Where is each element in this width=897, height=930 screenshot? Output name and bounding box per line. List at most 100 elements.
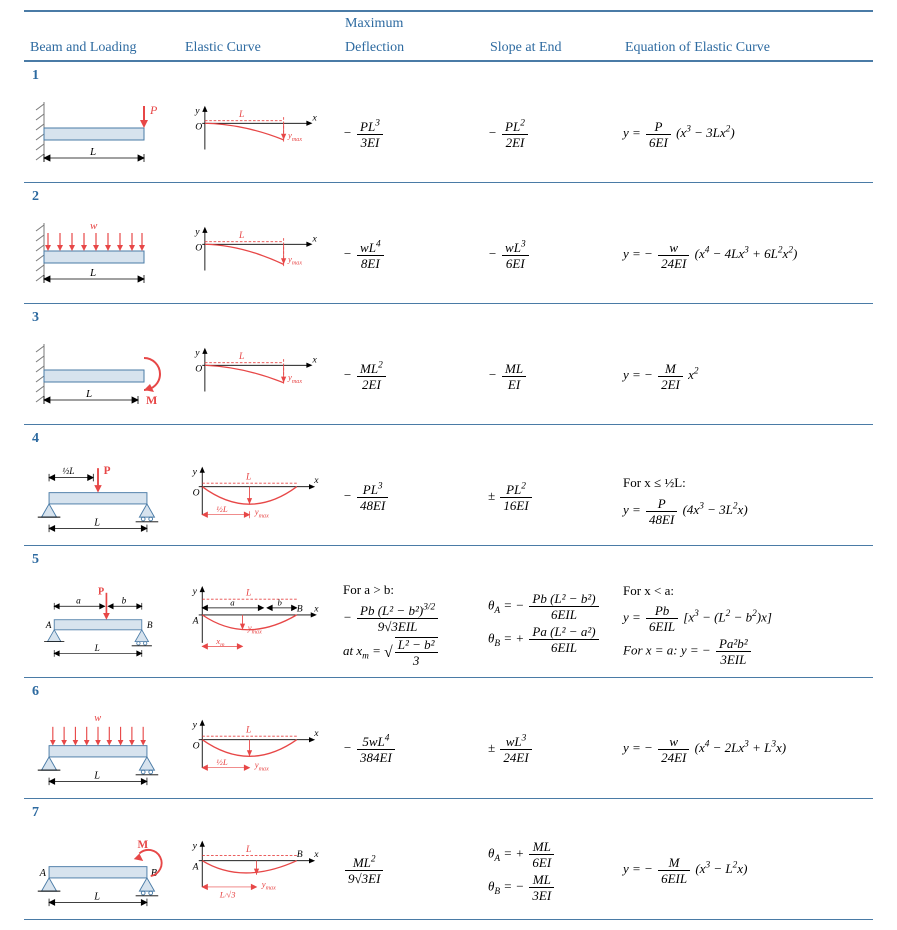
simply-supported-center-load: P ½L L	[28, 455, 168, 535]
svg-text:½L: ½L	[62, 466, 74, 477]
svg-text:O: O	[195, 121, 202, 132]
cell-equation: y = P6EI (x3 − 3Lx2)	[619, 86, 873, 183]
svg-text:y: y	[194, 348, 200, 359]
svg-text:L: L	[89, 146, 96, 158]
svg-text:O: O	[195, 242, 202, 253]
svg-text:O: O	[193, 487, 200, 498]
table-row: w L y O x L ymax − wL48EI −	[24, 207, 873, 304]
svg-text:y: y	[192, 466, 198, 477]
cell-beam-diagram: P ½L L	[24, 449, 179, 546]
header-beam: Beam and Loading	[24, 36, 179, 61]
cell-beam-diagram: M L	[24, 328, 179, 425]
cell-elastic-curve: y O x L ½L ymax	[179, 702, 339, 799]
svg-text:L: L	[89, 267, 96, 279]
row-number: 1	[24, 61, 873, 86]
row-number: 3	[24, 304, 873, 329]
svg-text:O: O	[193, 740, 200, 751]
beam-deflection-table: Maximum Beam and Loading Elastic Curve D…	[24, 10, 873, 920]
svg-text:y: y	[194, 106, 200, 117]
table-row: P ½L L y O x L ½L ymax	[24, 449, 873, 546]
svg-text:L: L	[93, 518, 100, 529]
svg-text:L: L	[245, 472, 251, 483]
simply-supported-offset-load: A B P a b L	[28, 581, 168, 661]
cell-max-deflection: − PL348EI	[339, 449, 484, 546]
cell-elastic-curve: y O x L ymax	[179, 207, 339, 304]
row-number: 2	[24, 183, 873, 208]
svg-text:ymax: ymax	[254, 507, 269, 520]
svg-text:L: L	[245, 724, 251, 735]
svg-text:ymax: ymax	[287, 130, 302, 143]
svg-text:L: L	[238, 230, 244, 241]
table-row: P L y O x L ymax − PL33EI −	[24, 86, 873, 183]
table-row: M L y O x L ymax − ML22EI −	[24, 328, 873, 425]
table-row: A B P a b L y A B x L a	[24, 570, 873, 677]
svg-text:x: x	[313, 849, 319, 860]
table-row: A B M L y A B x L L/√3	[24, 823, 873, 920]
svg-text:A: A	[45, 621, 52, 631]
svg-text:L: L	[245, 588, 251, 599]
cell-equation: y = − w24EI (x4 − 4Lx3 + 6L2x2)	[619, 207, 873, 304]
svg-text:½L: ½L	[216, 504, 228, 514]
svg-text:L: L	[93, 891, 100, 902]
cell-beam-diagram: A B P a b L	[24, 570, 179, 677]
cell-max-deflection: − PL33EI	[339, 86, 484, 183]
svg-text:A: A	[192, 861, 199, 872]
cell-beam-diagram: A B M L	[24, 823, 179, 920]
svg-text:L/√3: L/√3	[219, 889, 236, 899]
svg-text:b: b	[278, 598, 283, 608]
cell-equation: y = − M6EIL (x3 − L2x)	[619, 823, 873, 920]
simply-supported-end-moment: A B M L	[28, 829, 168, 909]
row-number: 6	[24, 677, 873, 702]
elastic-curve-diagram: y A B x L a b ymax xm	[183, 581, 323, 661]
cell-elastic-curve: y A B x L L/√3 ymax	[179, 823, 339, 920]
svg-text:a: a	[76, 597, 81, 607]
cell-slope: θA = + ML6EI θB = − ML3EI	[484, 823, 619, 920]
svg-text:w: w	[94, 713, 101, 724]
cell-slope: − PL22EI	[484, 86, 619, 183]
svg-text:B: B	[297, 604, 303, 615]
row-number: 5	[24, 546, 873, 571]
row-number: 7	[24, 798, 873, 823]
svg-text:a: a	[230, 598, 235, 608]
svg-text:P: P	[104, 465, 111, 477]
svg-text:ymax: ymax	[254, 759, 269, 772]
svg-text:x: x	[313, 728, 319, 739]
cell-slope: θA = − Pb (L² − b²)6EIL θB = + Pa (L² − …	[484, 570, 619, 677]
cantilever-moment-diagram: M L	[28, 334, 168, 414]
svg-text:M: M	[146, 393, 157, 407]
svg-text:ymax: ymax	[261, 878, 276, 891]
cell-elastic-curve: y O x L ½L ymax	[179, 449, 339, 546]
svg-text:M: M	[138, 838, 149, 850]
svg-text:x: x	[312, 113, 318, 124]
row-number: 4	[24, 425, 873, 450]
svg-text:y: y	[192, 840, 198, 851]
svg-text:x: x	[313, 475, 319, 486]
svg-text:y: y	[192, 719, 198, 730]
svg-text:ymax: ymax	[287, 254, 302, 267]
elastic-curve-diagram: y O x L ½L ymax	[183, 455, 323, 535]
cell-beam-diagram: P L	[24, 86, 179, 183]
svg-text:x: x	[312, 355, 318, 366]
svg-text:y: y	[194, 227, 200, 238]
cell-slope: ± wL324EI	[484, 702, 619, 799]
elastic-curve-diagram: y A B x L L/√3 ymax	[183, 829, 323, 909]
cell-equation: For x < a: y = Pb6EIL [x3 − (L2 − b2)x] …	[619, 570, 873, 677]
header-deflection-top: Maximum	[339, 12, 484, 36]
cell-max-deflection: − wL48EI	[339, 207, 484, 304]
cell-elastic-curve: y O x L ymax	[179, 328, 339, 425]
svg-text:L: L	[93, 770, 100, 781]
svg-text:b: b	[122, 597, 127, 607]
cantilever-udl-diagram: w L	[28, 213, 168, 293]
svg-text:L: L	[94, 644, 100, 654]
cell-beam-diagram: w L	[24, 702, 179, 799]
elastic-curve-diagram: y O x L ½L ymax	[183, 708, 323, 788]
cell-slope: ± PL216EI	[484, 449, 619, 546]
svg-text:x: x	[313, 604, 319, 615]
cell-max-deflection: For a > b: − Pb (L² − b²)3/29√3EIL at xm…	[339, 570, 484, 677]
cell-slope: − wL36EI	[484, 207, 619, 304]
svg-text:B: B	[147, 621, 153, 631]
header-equation: Equation of Elastic Curve	[619, 36, 873, 61]
cell-elastic-curve: y A B x L a b ymax xm	[179, 570, 339, 677]
elastic-curve-diagram: y O x L ymax	[183, 334, 323, 414]
cell-slope: − MLEI	[484, 328, 619, 425]
